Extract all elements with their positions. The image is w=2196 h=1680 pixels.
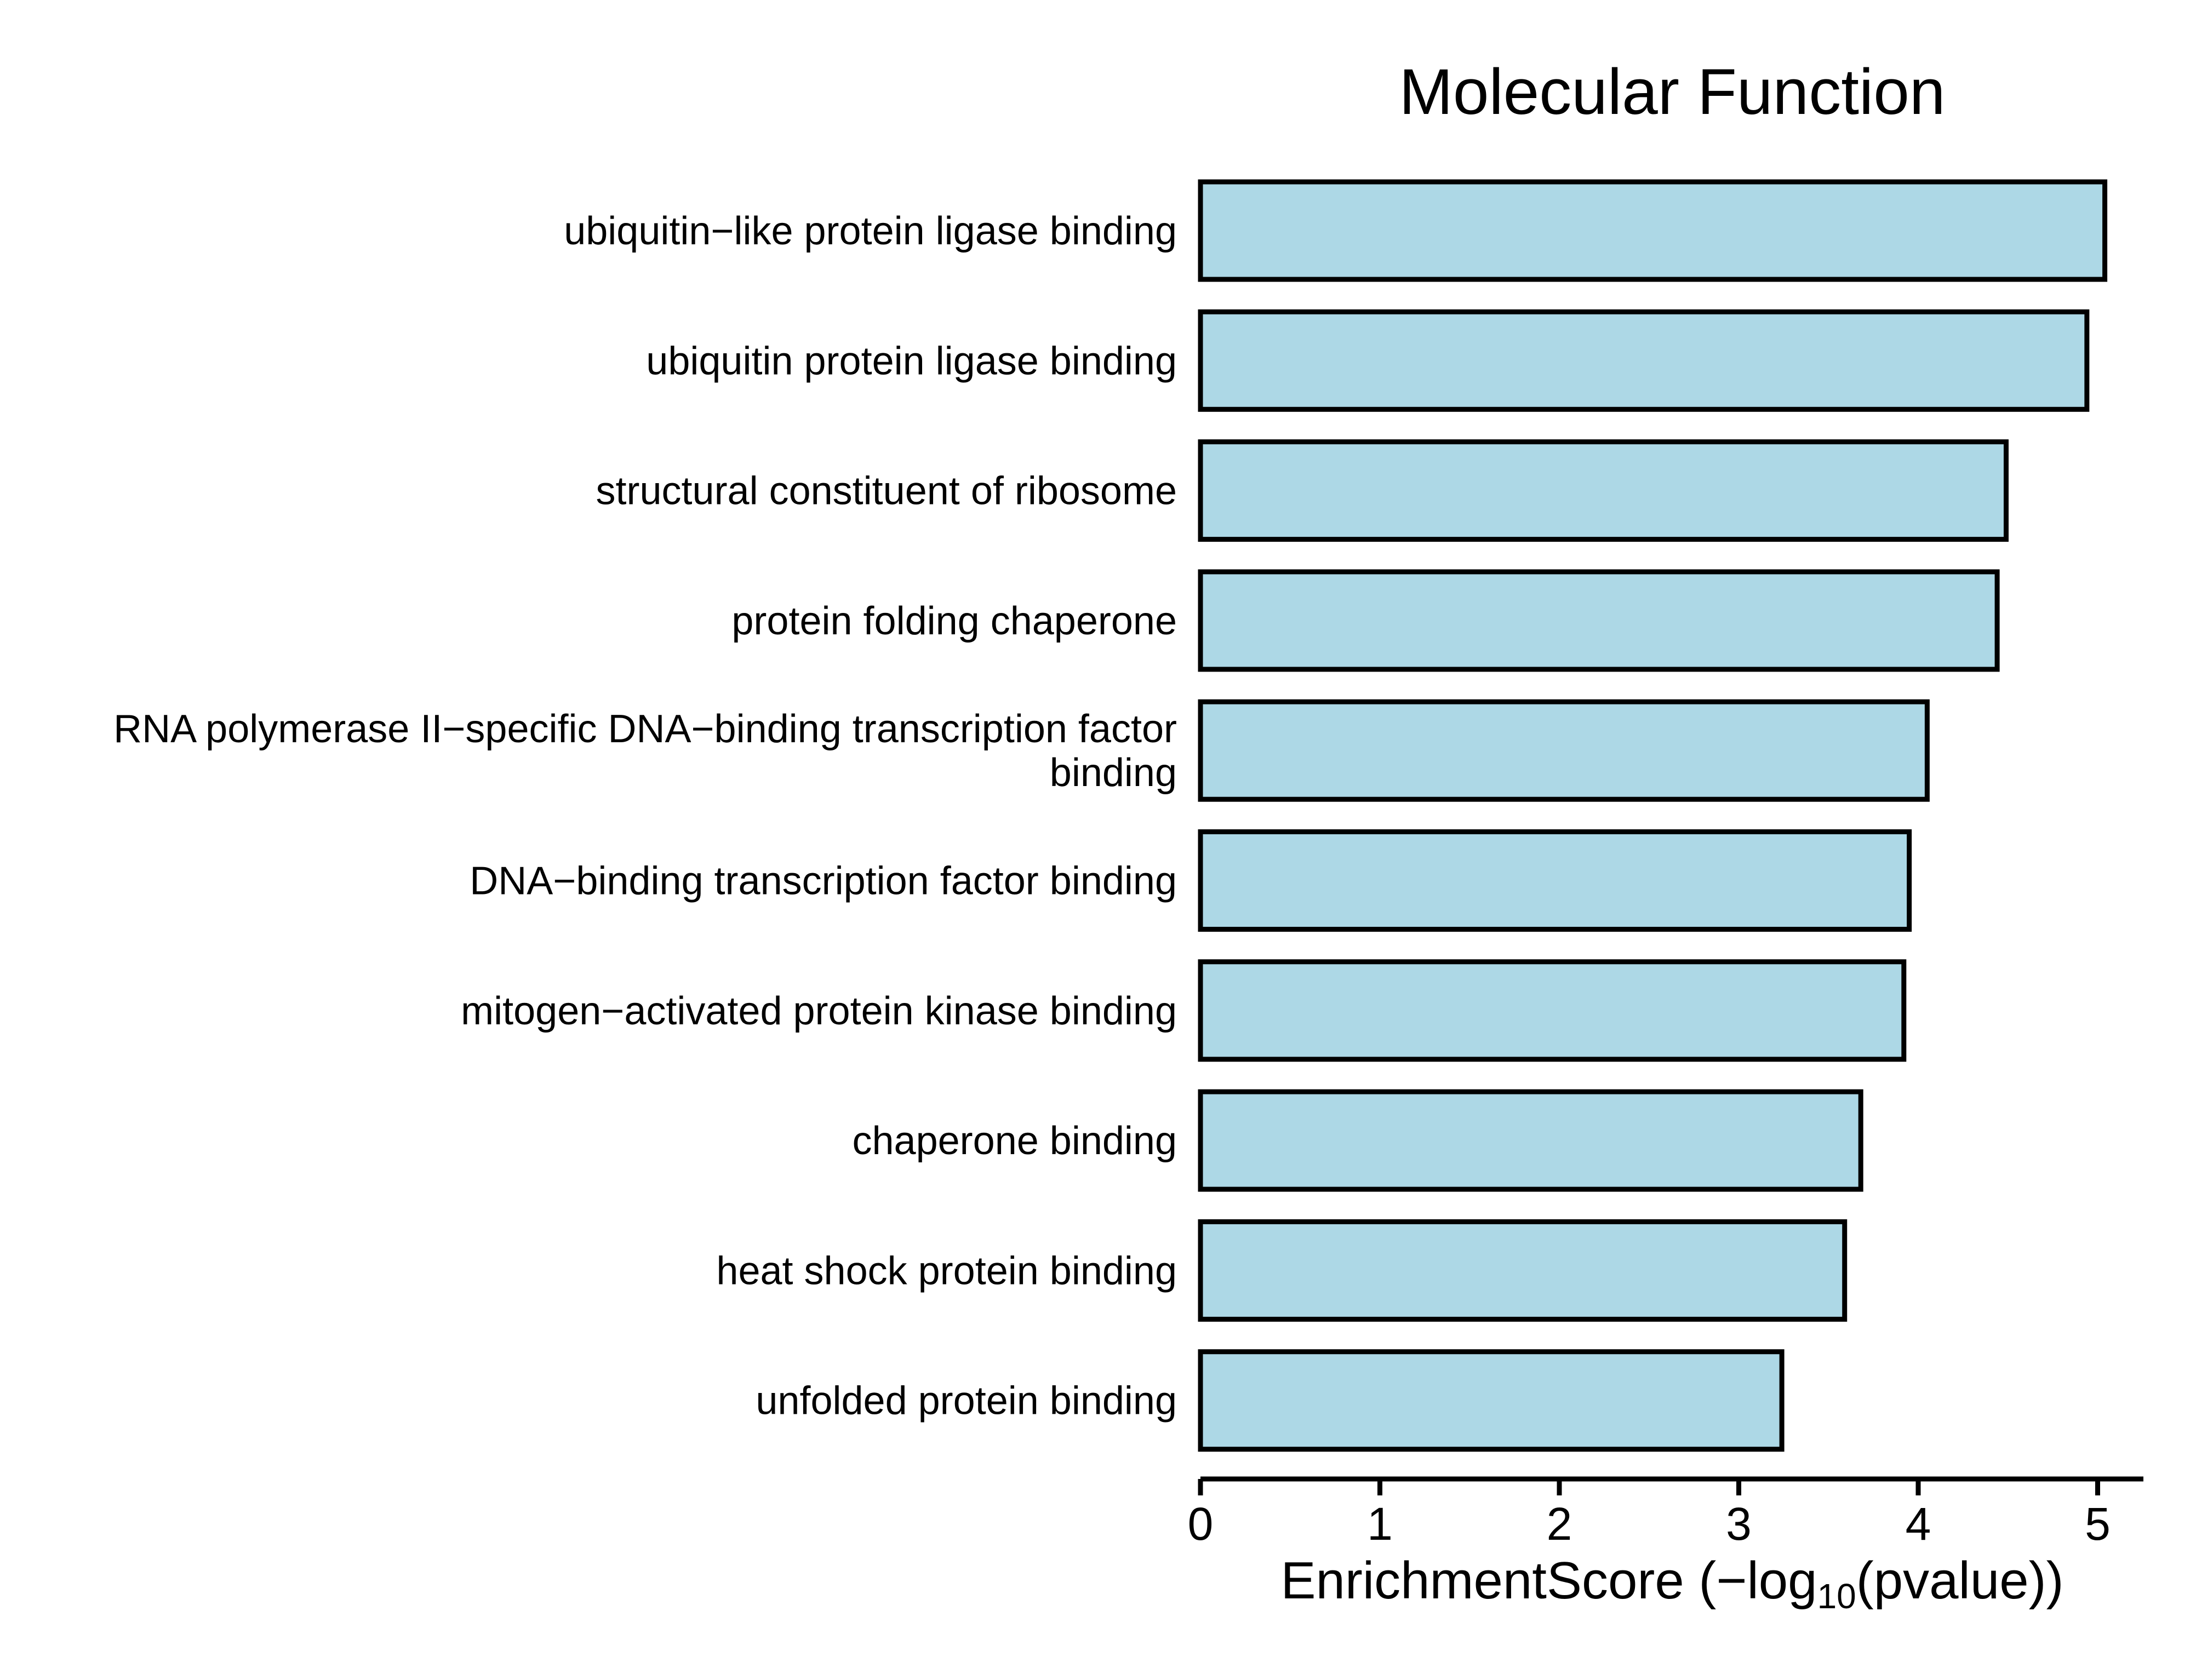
bar: [1198, 1349, 1785, 1452]
category-label-line: mitogen−activated protein kinase binding: [461, 989, 1177, 1033]
chart-title: Molecular Function: [1399, 56, 1946, 128]
bar: [1198, 439, 2009, 542]
category-label: unfolded protein binding: [756, 1379, 1177, 1423]
x-tick-label: 2: [1547, 1498, 1572, 1550]
x-axis-title: EnrichmentScore (−log10(pvalue)): [1280, 1551, 2063, 1616]
category-label: protein folding chaperone: [731, 599, 1177, 643]
category-label: ubiquitin protein ligase binding: [646, 339, 1177, 383]
category-label: ubiquitin−like protein ligase binding: [564, 209, 1177, 253]
category-label-line: protein folding chaperone: [731, 599, 1177, 643]
x-tick-label: 0: [1188, 1498, 1214, 1550]
x-tick-label: 4: [1906, 1498, 1931, 1550]
category-label-line: RNA polymerase II−specific DNA−binding t…: [113, 707, 1177, 751]
category-label: DNA−binding transcription factor binding: [470, 859, 1177, 903]
bar: [1198, 569, 2000, 672]
category-label-line: ubiquitin−like protein ligase binding: [564, 209, 1177, 253]
x-axis-title-main: EnrichmentScore (−log: [1280, 1551, 1817, 1610]
category-label-line: DNA−binding transcription factor binding: [470, 859, 1177, 903]
x-tick-label: 1: [1367, 1498, 1393, 1550]
bar: [1198, 959, 1907, 1062]
category-label: RNA polymerase II−specific DNA−binding t…: [113, 707, 1177, 795]
bar: [1198, 829, 1912, 932]
category-label: mitogen−activated protein kinase binding: [461, 989, 1177, 1033]
x-axis-title-rest: (pvalue)): [1856, 1551, 2064, 1610]
category-label-line: heat shock protein binding: [716, 1249, 1177, 1293]
bar: [1198, 309, 2090, 412]
bar: [1198, 1219, 1848, 1322]
category-label: structural constituent of ribosome: [596, 469, 1177, 513]
category-label-line: binding: [1050, 751, 1177, 795]
category-label-line: structural constituent of ribosome: [596, 469, 1177, 513]
bar: [1198, 699, 1930, 802]
bar: [1198, 179, 2108, 282]
category-label: chaperone binding: [853, 1119, 1177, 1163]
x-tick-label: 3: [1726, 1498, 1752, 1550]
x-axis-title-subscript: 10: [1817, 1576, 1856, 1616]
category-label: heat shock protein binding: [716, 1249, 1177, 1293]
bar: [1198, 1089, 1863, 1192]
category-label-line: unfolded protein binding: [756, 1379, 1177, 1423]
category-labels: ubiquitin−like protein ligase binding ubi…: [113, 209, 1177, 1423]
category-label-line: chaperone binding: [853, 1119, 1177, 1163]
category-label-line: ubiquitin protein ligase binding: [646, 339, 1177, 383]
x-tick-label: 5: [2085, 1498, 2111, 1550]
bars-group: [1198, 179, 2108, 1452]
x-axis-ticks: 0 1 2 3 4 5: [1188, 1479, 2111, 1550]
